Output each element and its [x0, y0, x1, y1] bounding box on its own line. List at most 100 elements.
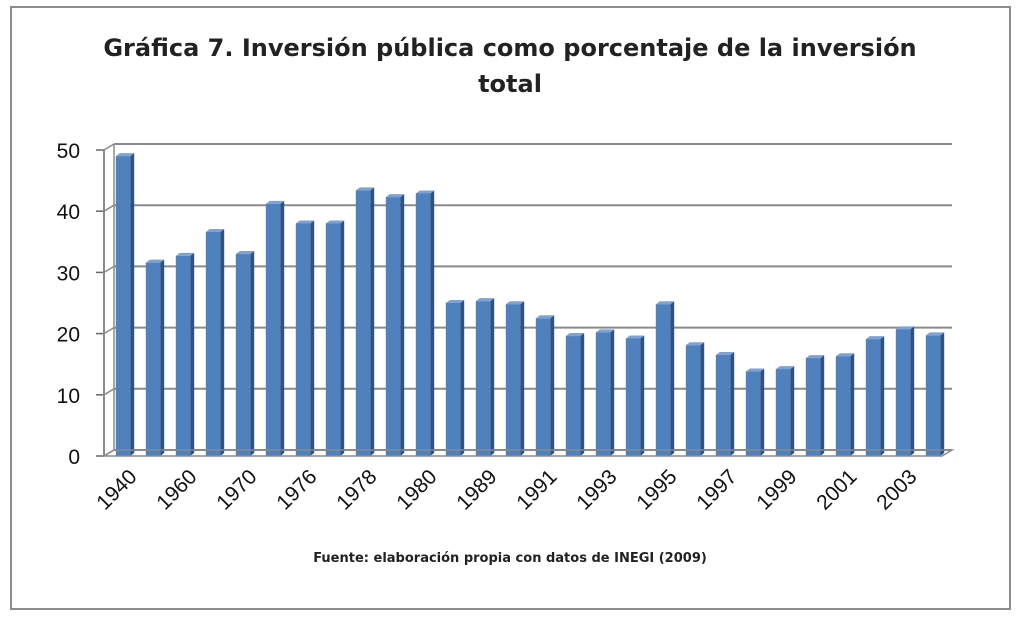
bar-top [295, 220, 315, 224]
y-tick-label: 20 [57, 324, 80, 347]
bar-top [535, 315, 555, 319]
bar [775, 369, 791, 456]
bar [295, 223, 311, 456]
bar-top [715, 352, 735, 356]
bar-side [880, 336, 885, 456]
bar-side [580, 333, 585, 456]
y-tick-label: 40 [57, 201, 80, 224]
bar-side [850, 353, 855, 456]
chart-title: Gráfica 7. Inversión pública como porcen… [103, 34, 917, 98]
bar-top [595, 329, 615, 333]
bar-side [220, 229, 225, 456]
bar-top [445, 300, 465, 303]
bar-side [280, 200, 285, 456]
bar-side [370, 187, 375, 456]
bar [745, 371, 761, 456]
bar-side [130, 153, 135, 456]
x-tick-label: 2001 [812, 465, 861, 514]
bar-top [685, 342, 705, 346]
bar-side [400, 194, 405, 456]
x-tick-label: 1940 [92, 465, 141, 514]
x-tick-label: 2003 [872, 465, 921, 514]
bar-top [415, 190, 435, 194]
bar-side [340, 220, 345, 456]
bar-top [175, 252, 195, 256]
bar [115, 156, 131, 456]
bar-top [835, 353, 855, 357]
bar-side [640, 335, 645, 456]
x-tick-label: 1978 [332, 465, 381, 514]
bar-top [805, 355, 825, 359]
bar-side [940, 332, 945, 456]
bar-side [520, 301, 525, 456]
x-tick-label: 1995 [632, 465, 681, 514]
x-tick-label: 1989 [452, 465, 501, 514]
bar-side [820, 355, 825, 456]
bar-top [625, 335, 645, 339]
bar-side [730, 352, 735, 456]
bar-side [910, 326, 915, 456]
bar [535, 318, 551, 456]
bar-top [325, 220, 345, 224]
x-tick-label: 1997 [692, 465, 741, 514]
bar-side [430, 190, 435, 456]
bar-side [490, 298, 495, 456]
bar-top [895, 326, 915, 330]
x-tick-label: 1999 [752, 465, 801, 514]
bar [475, 301, 491, 456]
bar-side [610, 329, 615, 456]
bar [355, 190, 371, 456]
bar-side [550, 315, 555, 456]
bar-top [205, 229, 225, 233]
bar-side [790, 366, 795, 456]
bar-top [865, 336, 885, 340]
bar-side [190, 252, 195, 456]
y-tick-label: 30 [57, 262, 80, 285]
bar [865, 339, 881, 456]
bar [445, 303, 461, 456]
bar-side [160, 259, 165, 456]
bar [625, 338, 641, 456]
x-tick-label: 1980 [392, 465, 441, 514]
y-tick-label: 10 [57, 385, 80, 408]
chart-source: Fuente: elaboración propia con datos de … [313, 551, 707, 566]
bar [265, 203, 281, 456]
bar [835, 356, 851, 456]
bar-top [775, 366, 795, 370]
bar [685, 345, 701, 456]
x-tick-label: 1993 [572, 465, 621, 514]
x-tick-label: 1960 [152, 465, 201, 514]
gridline-side [103, 388, 115, 396]
gridline-side [103, 326, 115, 335]
bar [655, 304, 671, 456]
bar [205, 232, 221, 456]
x-tick-label: 1976 [272, 465, 321, 514]
gridline-side [103, 204, 115, 212]
bar-side [700, 342, 705, 456]
y-tick-label: 50 [57, 140, 80, 163]
y-tick-label: 0 [68, 446, 80, 469]
bar [505, 304, 521, 456]
bar-top [745, 368, 765, 372]
bar [235, 254, 251, 456]
bar-side [250, 251, 255, 456]
bar [805, 358, 821, 456]
bar [385, 197, 401, 456]
chart-floor [101, 449, 955, 457]
bar-side [670, 301, 675, 456]
bar [925, 335, 941, 456]
bar-top [925, 332, 945, 336]
bar-side [760, 368, 765, 456]
bar-top [115, 153, 135, 157]
gridline-side [103, 143, 115, 151]
bar [565, 336, 581, 456]
bar-top [235, 251, 255, 255]
bar [715, 355, 731, 456]
bar [145, 262, 161, 456]
bar-top [655, 301, 675, 305]
gridline-side [103, 265, 115, 274]
bar-side [460, 300, 465, 456]
bar-top [265, 200, 285, 204]
bar-side [310, 220, 315, 456]
